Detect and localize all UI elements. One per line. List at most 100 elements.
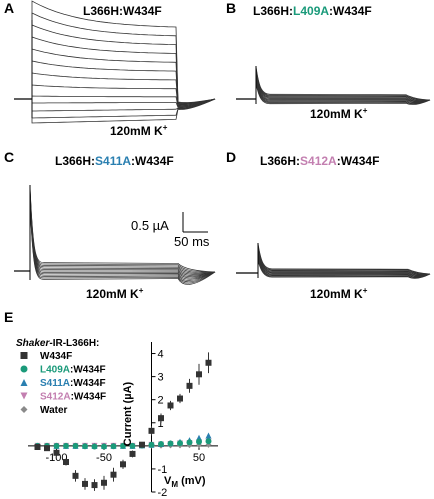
current-trace	[257, 256, 431, 278]
data-point	[63, 442, 69, 449]
data-point	[205, 432, 212, 439]
panel-c-title: L366H:S411A:W434F	[55, 154, 174, 168]
y-tick-label: 1	[158, 418, 164, 430]
data-point	[148, 427, 155, 434]
data-point	[72, 472, 79, 479]
legend-label-part: :W434F	[70, 378, 106, 389]
y-axis-label: Current (µA)	[122, 381, 134, 446]
data-point	[205, 359, 212, 366]
panel-d-traces	[236, 242, 431, 279]
data-point	[120, 442, 126, 449]
data-point	[177, 395, 183, 402]
current-trace	[31, 98, 216, 119]
title-part: L409A	[293, 4, 329, 18]
data-point	[82, 480, 88, 487]
current-trace	[257, 244, 431, 275]
y-tick-label: -2	[158, 487, 168, 499]
panel-label-c: C	[4, 149, 14, 165]
current-trace	[255, 82, 431, 105]
panel-c-traces	[14, 184, 216, 285]
title-part: L366H:	[260, 154, 300, 168]
data-point	[53, 449, 60, 456]
current-trace	[29, 189, 216, 274]
panel-c-condition: 120mM K+	[86, 286, 144, 301]
data-point	[158, 415, 164, 422]
legend-marker	[20, 379, 28, 386]
title-part: :W434F	[131, 154, 174, 168]
panel-a-condition: 120mM K+	[110, 123, 168, 138]
panel-b-condition: 120mM K+	[310, 106, 368, 121]
current-trace	[31, 84, 216, 107]
panel-d-title: L366H:S412A:W434F	[260, 154, 379, 168]
legend-title: Shaker-IR-L366H:	[16, 338, 99, 349]
current-trace	[29, 184, 216, 273]
scale-bar-time: 50 ms	[174, 234, 210, 249]
data-point	[196, 438, 202, 445]
x-tick-label: 50	[193, 452, 205, 464]
current-trace	[31, 60, 216, 106]
data-point	[110, 471, 117, 478]
legend-marker	[20, 406, 28, 413]
data-point	[91, 482, 98, 489]
legend-label-part: L409A	[40, 365, 70, 376]
data-point	[158, 441, 164, 447]
current-trace	[31, 95, 216, 108]
current-trace	[257, 260, 431, 279]
panel-a-title: L366H:W434F	[83, 4, 162, 18]
x-tick-label: -100	[45, 452, 67, 464]
current-trace	[257, 257, 431, 278]
x-axis-label: VM (mV)	[164, 475, 206, 489]
data-point	[139, 441, 145, 448]
data-point	[34, 444, 41, 450]
legend-entry-label: S412A:W434F	[40, 392, 106, 403]
title-part: L366H:	[253, 4, 293, 18]
current-trace	[31, 12, 216, 104]
scale-bar: 0.5 µA 50 ms	[131, 212, 210, 249]
current-trace	[31, 98, 216, 112]
data-point	[167, 402, 174, 409]
current-trace	[255, 77, 431, 103]
legend-label-part: :W434F	[70, 365, 106, 376]
data-point	[186, 439, 193, 446]
panel-label-b: B	[226, 0, 236, 16]
data-point	[129, 450, 136, 457]
legend-entry-label: S411A:W434F	[40, 378, 106, 389]
x-tick-label: -50	[96, 452, 112, 464]
panel-label-e: E	[4, 309, 13, 325]
current-trace	[31, 98, 216, 124]
data-point	[72, 442, 79, 449]
legend-label-part: S411A	[40, 378, 70, 389]
data-point	[53, 442, 60, 449]
current-trace	[31, 98, 216, 109]
title-part: :W434F	[337, 154, 380, 168]
panel-b-traces	[236, 65, 431, 105]
legend-marker	[20, 352, 28, 359]
panel-label-a: A	[4, 0, 14, 16]
title-part: L366H:W434F	[83, 4, 162, 18]
current-trace	[31, 24, 216, 105]
data-point	[101, 443, 107, 450]
panel-label-d: D	[226, 149, 236, 165]
current-trace	[31, 72, 216, 107]
current-trace	[31, 36, 216, 105]
current-trace	[29, 187, 216, 273]
legend-entry-label: W434F	[40, 351, 72, 362]
data-point	[196, 371, 202, 378]
current-trace	[31, 0, 216, 103]
panel-b-title: L366H:L409A:W434F	[253, 4, 372, 18]
data-point	[148, 441, 155, 448]
data-point	[110, 443, 117, 450]
current-trace	[31, 48, 216, 106]
title-part: S412A	[300, 154, 337, 168]
data-point	[91, 443, 98, 450]
title-part: S411A	[95, 154, 131, 168]
current-trace	[29, 186, 216, 273]
legend-marker	[20, 365, 28, 373]
current-trace	[257, 254, 431, 277]
title-part: L366H:	[55, 154, 95, 168]
title-part: :W434F	[329, 4, 372, 18]
data-point	[82, 443, 88, 450]
y-tick-label: 2	[158, 395, 164, 407]
data-point	[167, 440, 174, 447]
